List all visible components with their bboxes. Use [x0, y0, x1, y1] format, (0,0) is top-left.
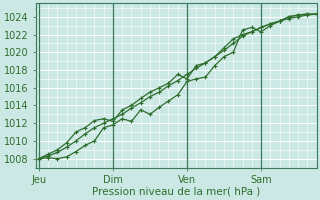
X-axis label: Pression niveau de la mer( hPa ): Pression niveau de la mer( hPa ) [92, 187, 260, 197]
